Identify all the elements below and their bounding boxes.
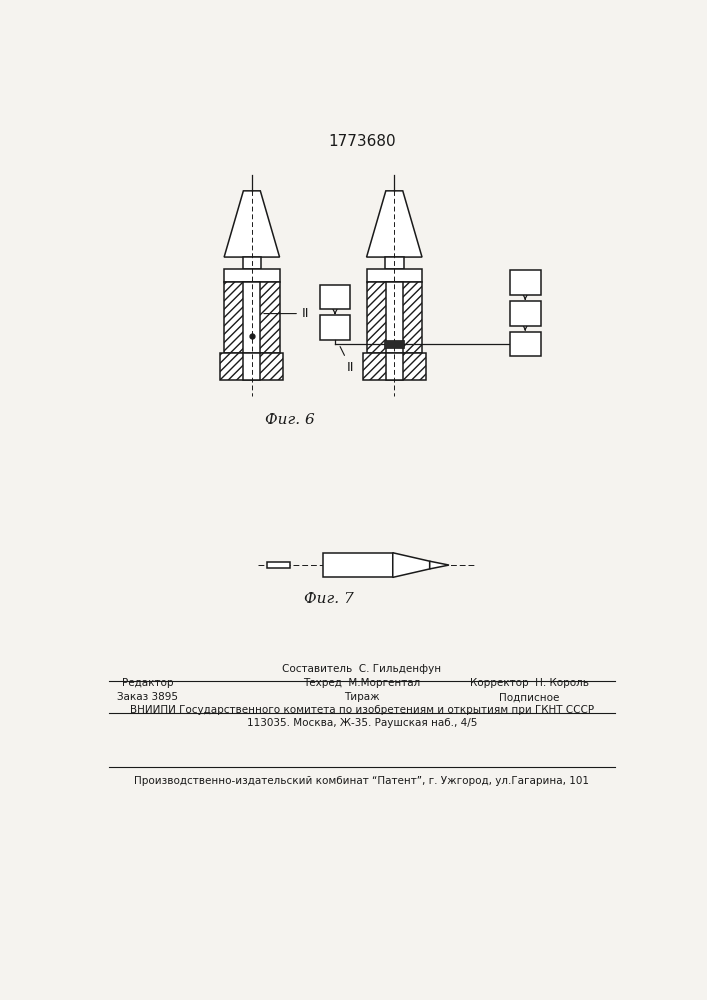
Polygon shape [430,561,449,569]
Text: Фиг. 7: Фиг. 7 [304,592,354,606]
Bar [221,353,284,380]
Text: Заказ 3895: Заказ 3895 [117,692,178,702]
Bar [324,553,393,577]
Text: ВНИИПИ Государственного комитета по изобретениям и открытиям при ГКНТ СССР: ВНИИПИ Государственного комитета по изоб… [130,705,594,715]
Text: Техред  М.Моргентал: Техред М.Моргентал [303,678,421,688]
Text: 1773680: 1773680 [328,134,396,149]
Bar [385,340,404,348]
Text: I3: I3 [329,290,341,303]
Text: II: II [340,347,354,374]
Text: Корректор  Н. Король: Корректор Н. Король [469,678,588,688]
Text: Тираж: Тираж [344,692,380,702]
Bar [320,315,351,340]
Bar [386,353,403,380]
Text: Фиг. 6: Фиг. 6 [265,413,315,427]
Bar [267,562,291,568]
Bar [366,282,422,353]
Bar [224,282,279,353]
Bar [320,285,351,309]
Bar [510,301,541,326]
Text: Составитель  С. Гильденфун: Составитель С. Гильденфун [282,664,441,674]
Text: II: II [264,307,310,320]
Bar [385,257,404,269]
Text: I6: I6 [520,276,531,289]
Bar [510,332,541,356]
Bar [243,282,260,353]
Polygon shape [393,553,430,577]
Bar [510,270,541,295]
Text: 113035. Москва, Ж-35. Раушская наб., 4/5: 113035. Москва, Ж-35. Раушская наб., 4/5 [247,718,477,728]
Text: I2: I2 [329,321,341,334]
Polygon shape [366,191,422,257]
Text: Редактор: Редактор [122,678,174,688]
Text: Подписное: Подписное [499,692,559,702]
Bar [243,353,260,380]
Text: Производственно-издательский комбинат “Патент”, г. Ужгород, ул.Гагарина, 101: Производственно-издательский комбинат “П… [134,776,590,786]
Bar [224,269,279,282]
Bar [243,257,261,269]
Bar [366,269,422,282]
Text: I5: I5 [520,307,531,320]
Bar [386,282,403,353]
Text: I4: I4 [520,338,531,351]
Polygon shape [224,191,279,257]
Bar [363,353,426,380]
